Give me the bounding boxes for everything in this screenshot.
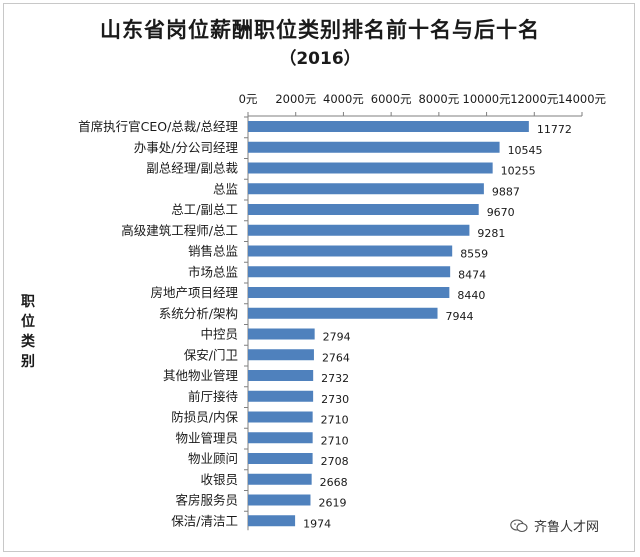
value-label: 2764	[322, 351, 350, 364]
category-label: 房地产项目经理	[150, 285, 238, 300]
bar	[248, 370, 314, 381]
category-label: 办事处/分公司经理	[134, 140, 239, 155]
bar	[248, 162, 493, 174]
value-label: 8559	[460, 248, 488, 261]
value-label: 2794	[323, 331, 351, 344]
value-label: 10545	[508, 144, 543, 157]
value-label: 2710	[321, 414, 349, 427]
bar	[248, 204, 479, 215]
bar	[248, 328, 315, 340]
value-label: 1974	[303, 517, 331, 530]
bar	[248, 494, 311, 506]
category-label: 其他物业管理	[163, 368, 239, 383]
value-label: 2708	[321, 455, 349, 468]
value-label: 7944	[446, 310, 474, 323]
bar	[248, 390, 314, 402]
category-label: 市场总监	[188, 264, 238, 279]
chart-subtitle: （2016）	[279, 49, 361, 69]
value-label: 2619	[318, 497, 346, 510]
category-label: 销售总监	[188, 244, 238, 259]
bar	[248, 141, 500, 153]
category-label: 总工/副总工	[171, 202, 238, 217]
value-label: 11772	[537, 123, 572, 136]
wechat-icon	[510, 518, 528, 532]
category-label: 防损员/内保	[171, 410, 238, 425]
bar	[248, 121, 529, 132]
bar	[248, 224, 470, 236]
bar	[248, 515, 296, 527]
x-tick-label: 12000元	[510, 92, 559, 106]
value-label: 10255	[501, 165, 536, 178]
bar	[248, 411, 313, 423]
x-tick-label: 14000元	[558, 92, 607, 106]
category-label: 首席执行官CEO/总裁/总经理	[78, 119, 238, 134]
category-label: 副总经理/副总裁	[146, 161, 238, 176]
value-label: 2732	[321, 372, 349, 385]
y-axis-label: 职位类别	[21, 294, 35, 370]
category-label: 保洁/清洁工	[171, 513, 238, 528]
x-tick-label: 10000元	[463, 92, 512, 106]
category-label: 中控员	[200, 327, 238, 342]
category-label: 保安/门卫	[184, 347, 238, 362]
bar	[248, 183, 484, 195]
category-label: 总监	[213, 181, 238, 196]
value-label: 9670	[487, 206, 515, 219]
category-label: 客房服务员	[175, 493, 238, 508]
value-label: 2730	[321, 393, 349, 406]
bar	[248, 307, 438, 319]
bar	[248, 245, 453, 257]
watermark-text: 齐鲁人才网	[534, 520, 600, 535]
category-label: 物业顾问	[188, 451, 238, 466]
x-tick-label: 2000元	[275, 92, 316, 106]
bar	[248, 349, 314, 361]
x-tick-label: 4000元	[323, 92, 364, 106]
value-label: 2710	[321, 434, 349, 447]
bar	[248, 432, 313, 444]
watermark: 齐鲁人才网	[510, 516, 599, 535]
category-label: 物业管理员	[175, 430, 238, 445]
category-label: 前厅接待	[188, 389, 239, 404]
category-label: 收银员	[200, 472, 238, 487]
value-label: 2668	[320, 476, 348, 489]
chart-frame	[3, 3, 635, 552]
category-label: 系统分析/架构	[159, 306, 238, 321]
value-label: 8474	[458, 268, 486, 281]
category-label: 高级建筑工程师/总工	[121, 223, 238, 238]
bar	[248, 266, 451, 278]
bar	[248, 287, 450, 298]
bar	[248, 473, 312, 485]
x-tick-label: 6000元	[371, 92, 412, 106]
x-tick-label: 0元	[239, 92, 258, 106]
bar	[248, 453, 313, 464]
value-label: 9281	[477, 227, 505, 240]
value-label: 8440	[457, 289, 485, 302]
chart-title: 山东省岗位薪酬职位类别排名前十名与后十名	[100, 18, 540, 42]
x-tick-label: 8000元	[418, 92, 459, 106]
value-label: 9887	[492, 185, 520, 198]
